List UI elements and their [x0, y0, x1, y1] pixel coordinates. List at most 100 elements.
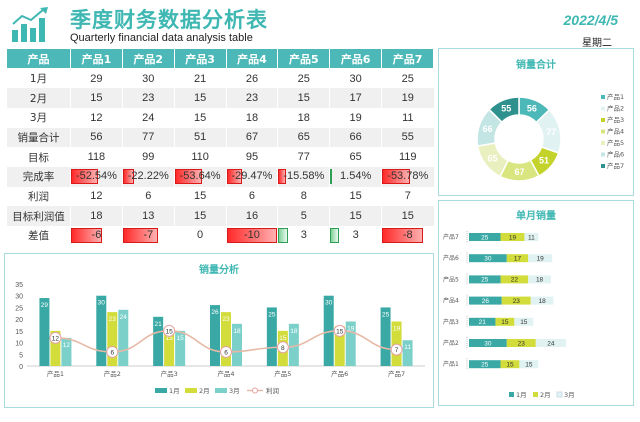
donut-data-label: 77 — [546, 127, 556, 137]
profit-marker — [106, 345, 119, 358]
profit-data-label: 7 — [395, 347, 399, 354]
table-cell: 99 — [121, 147, 175, 167]
table-cell: 17 — [329, 88, 382, 108]
positive-data-bar — [330, 228, 340, 244]
table-cell: 18 — [70, 206, 123, 226]
segment-data-label: 25 — [481, 277, 489, 284]
bar-data-label: 21 — [155, 321, 163, 328]
table-cell: 15 — [277, 88, 330, 108]
profit-marker — [220, 345, 232, 358]
legend-label: 2月 — [540, 391, 551, 399]
table-cell: 0 — [173, 226, 227, 246]
table-cell: 8 — [277, 186, 330, 207]
table-cell: -7 — [121, 226, 175, 246]
segment-data-label: 30 — [484, 340, 492, 347]
table-cell: 30 — [329, 68, 382, 89]
negative-data-bar — [174, 169, 202, 185]
table-cell: 119 — [381, 147, 434, 167]
table-cell: 55 — [381, 127, 434, 148]
monthly-sales-stacked-chart: 产品7 25 19 11 产品6 30 17 19 产品5 25 22 18 产品4 26 23 18 产品3 2… — [443, 231, 575, 399]
stacked-bar-segment — [530, 296, 554, 305]
combo-bar — [107, 312, 118, 366]
segment-data-label: 25 — [481, 362, 489, 369]
cell-value: -52.54% — [75, 170, 117, 183]
table-row: 目标利润值 18 13 15 16 5 15 15 — [6, 206, 434, 226]
segment-data-label: 11 — [528, 234, 535, 241]
table-cell: -10 — [225, 226, 278, 246]
negative-data-bar — [122, 169, 135, 185]
legend-label: 产品5 — [607, 138, 624, 147]
cell-value: -29.47% — [231, 170, 273, 183]
row-label: 3月 — [6, 107, 71, 128]
combo-bar — [175, 330, 186, 366]
legend-swatch — [155, 388, 167, 393]
sales-analysis-panel: 销量分析 05101520253035291512产品1302324产品2211… — [4, 253, 434, 408]
y-tick-label: 10 — [15, 341, 23, 348]
stacked-bar-segment — [501, 296, 531, 305]
table-cell: 24 — [121, 107, 175, 128]
profit-data-label: 12 — [52, 335, 60, 342]
table-row: 目标 118 99 110 95 77 65 119 — [6, 147, 434, 167]
sales-analysis-title: 销量分析 — [199, 265, 239, 276]
cell-value: 0 — [197, 229, 204, 242]
y-category-label: 产品4 — [443, 297, 459, 305]
negative-data-bar — [226, 169, 242, 185]
stacked-bar-segment — [500, 360, 520, 369]
stacked-bar-segment — [519, 360, 539, 369]
table-cell: 15 — [329, 186, 382, 207]
y-tick-label: 15 — [15, 329, 23, 336]
table-cell: 56 — [70, 127, 123, 148]
legend-label: 3月 — [229, 387, 240, 395]
y-tick-label: 0 — [19, 364, 23, 371]
y-category-label: 产品5 — [443, 275, 459, 283]
table-header-cell: 产品6 — [329, 48, 383, 69]
stacked-bar-segment — [469, 317, 496, 326]
legend-label: 2月 — [199, 387, 210, 395]
stacked-bar-segment — [528, 275, 551, 284]
bar-data-label: 30 — [98, 300, 106, 307]
financial-table: 产品 产品1 产品2 产品3 产品4 产品5 产品6 产品7 1月 29 30 21 2… — [6, 48, 434, 246]
negative-data-bar — [122, 228, 159, 244]
combo-bar — [323, 295, 334, 366]
profit-data-label: 15 — [336, 328, 344, 335]
table-cell: 67 — [225, 127, 278, 148]
table-cell: 6 — [121, 186, 175, 207]
table-cell: 18 — [277, 107, 330, 128]
table-cell: 6 — [225, 186, 278, 207]
table-header-cell: 产品3 — [173, 48, 227, 69]
table-header-cell: 产品2 — [121, 48, 175, 69]
combo-bar — [61, 337, 72, 366]
profit-data-label: 6 — [110, 349, 114, 356]
bar-data-label: 11 — [404, 344, 411, 351]
segment-data-label: 15 — [520, 319, 528, 326]
segment-data-label: 15 — [501, 319, 509, 326]
legend-label: 1月 — [169, 387, 180, 395]
combo-bar — [402, 340, 413, 366]
negative-data-bar — [382, 228, 424, 244]
cell-value: 3 — [352, 229, 359, 242]
segment-data-label: 24 — [547, 340, 555, 347]
donut-data-label: 66 — [483, 124, 493, 134]
x-tick-label: 产品7 — [388, 369, 405, 378]
donut-data-label: 67 — [514, 167, 524, 177]
bar-data-label: 29 — [41, 302, 49, 309]
profit-marker — [390, 343, 403, 356]
segment-data-label: 15 — [525, 362, 533, 369]
table-cell: -15.58% — [277, 166, 330, 187]
table-cell: 19 — [329, 107, 382, 128]
table-cell: 15 — [173, 107, 227, 128]
profit-marker — [276, 341, 289, 354]
bar-data-label: 23 — [109, 316, 117, 323]
legend-swatch — [601, 152, 605, 157]
segment-data-label: 25 — [481, 234, 489, 241]
segment-data-label: 18 — [538, 298, 546, 305]
y-tick-label: 25 — [15, 305, 23, 312]
sales-analysis-chart: 05101520253035291512产品1302324产品2211515产品… — [15, 282, 425, 395]
negative-data-bar — [382, 169, 410, 185]
stacked-bar-segment — [500, 233, 525, 241]
table-cell: -22.22% — [121, 166, 175, 187]
y-category-label: 产品3 — [443, 318, 459, 326]
table-cell: 12 — [70, 186, 123, 207]
table-cell: 23 — [121, 88, 175, 108]
table-cell: 5 — [277, 206, 330, 226]
